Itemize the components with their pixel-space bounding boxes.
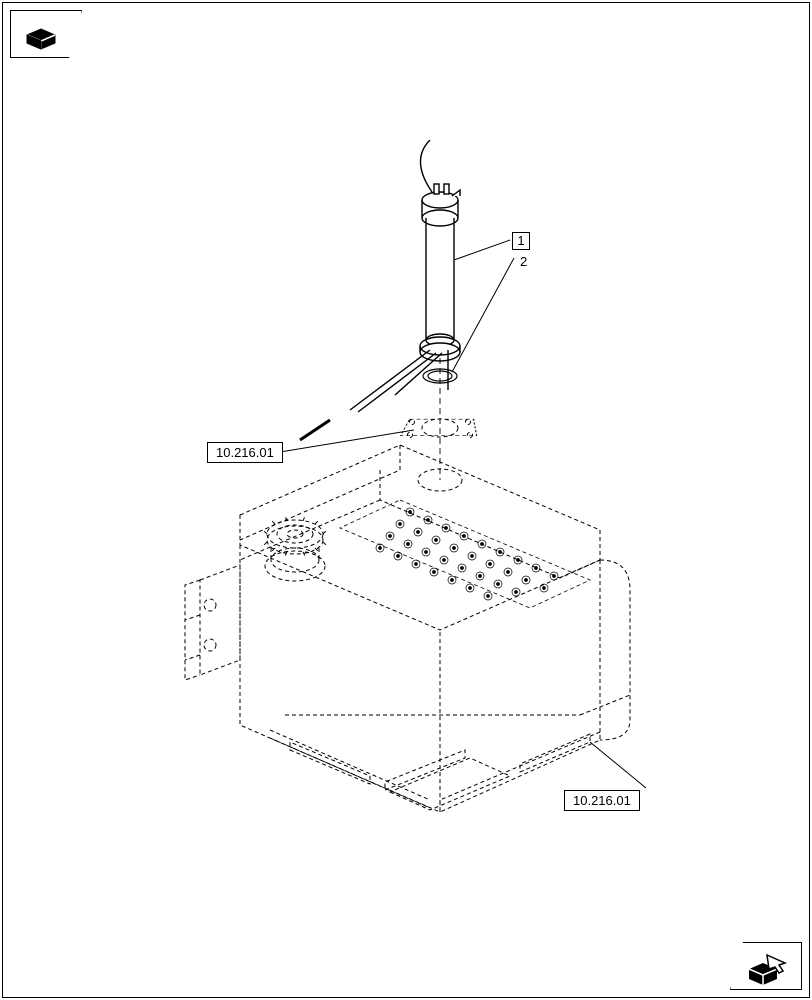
arrow-box-icon [731,943,803,991]
ref-1-label: 10.216.01 [216,445,274,460]
fuel-tank-diagram [90,140,710,900]
ref-box-2: 10.216.01 [564,790,640,811]
ref-box-1: 10.216.01 [207,442,283,463]
callout-1-label: 1 [517,233,524,248]
callout-2-label: 2 [520,254,527,269]
callout-1-box: 1 [512,232,530,250]
ref-2-label: 10.216.01 [573,793,631,808]
